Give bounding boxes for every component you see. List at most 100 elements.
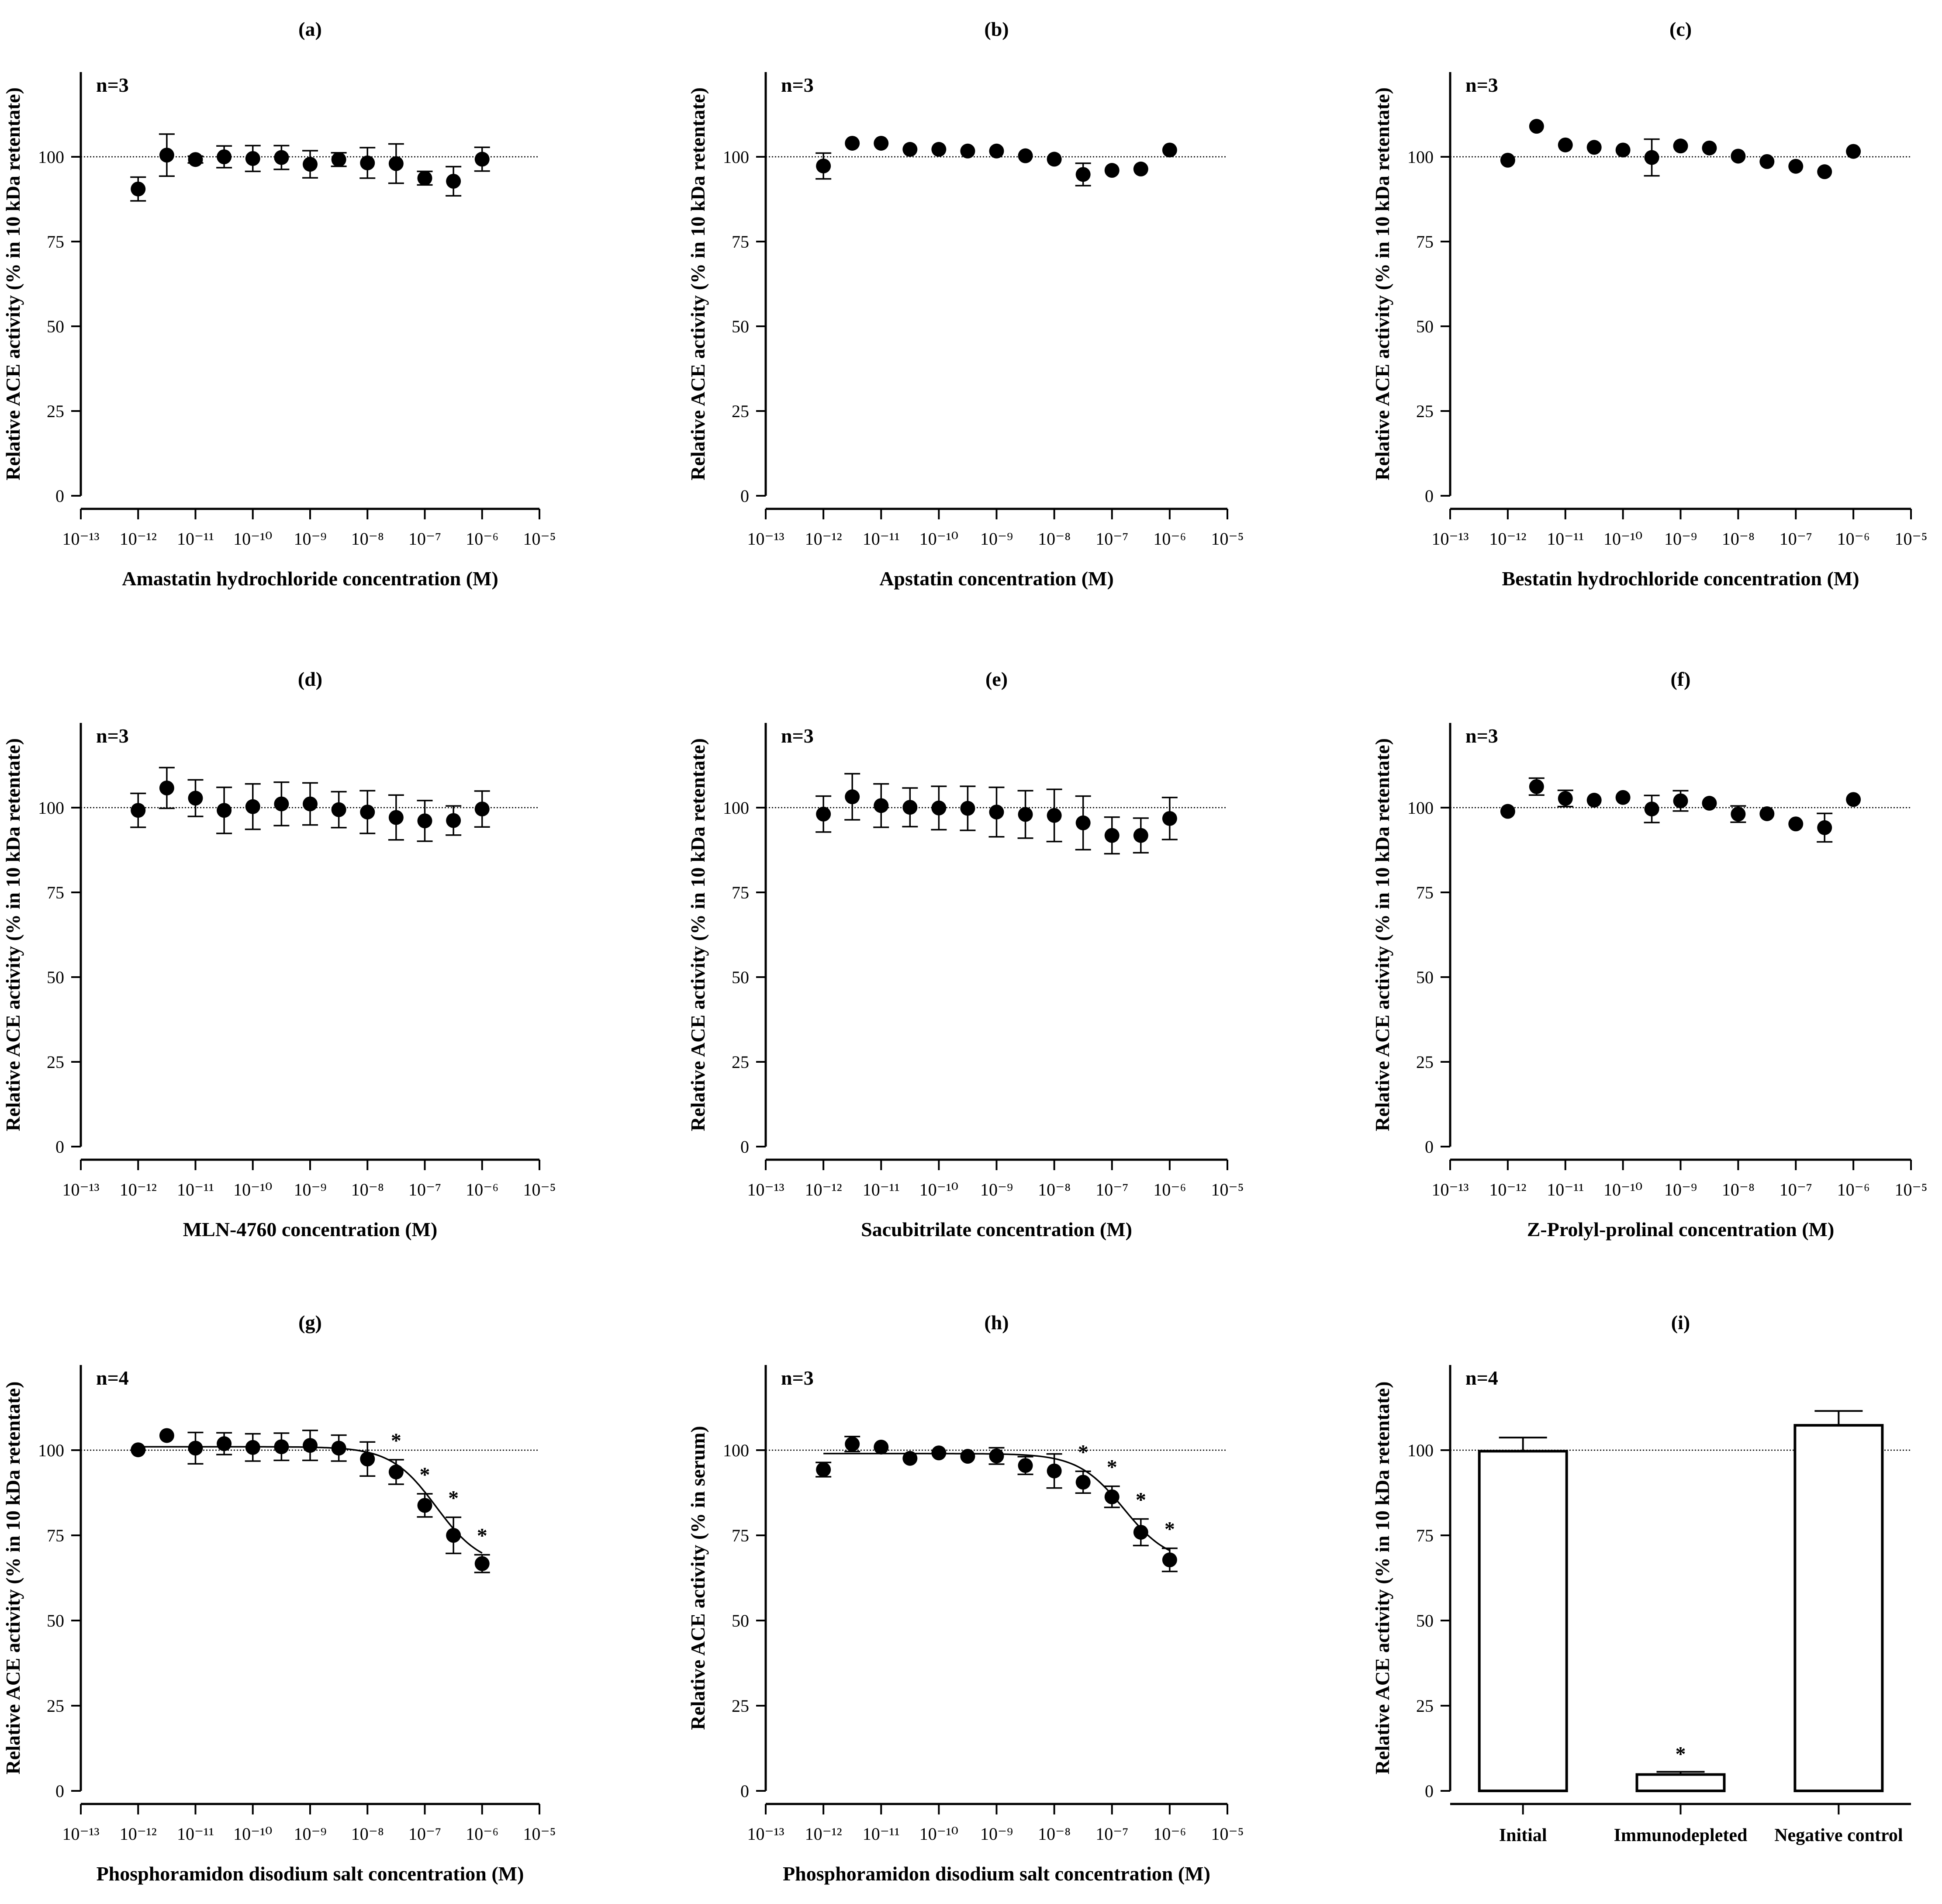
x-tick-label: 10⁻⁸ bbox=[351, 1824, 384, 1844]
y-tick-label: 75 bbox=[47, 883, 64, 902]
y-tick-label: 25 bbox=[732, 1696, 749, 1716]
n-label: n=3 bbox=[781, 725, 814, 747]
data-point bbox=[417, 170, 432, 186]
data-point bbox=[1104, 163, 1120, 178]
y-tick-label: 100 bbox=[723, 147, 749, 167]
data-point bbox=[131, 181, 146, 197]
x-tick-label: 10⁻¹⁰ bbox=[1603, 529, 1642, 549]
y-tick-label: 0 bbox=[55, 486, 64, 506]
x-axis-title: Phosphoramidon disodium salt concentrati… bbox=[783, 1863, 1210, 1885]
data-point bbox=[1846, 792, 1861, 807]
data-point bbox=[360, 805, 375, 820]
y-tick-label: 0 bbox=[55, 1781, 64, 1801]
x-axis-title: Apstatin concentration (M) bbox=[879, 567, 1114, 590]
y-tick-label: 25 bbox=[732, 1052, 749, 1072]
data-point bbox=[217, 803, 232, 818]
data-point bbox=[446, 813, 461, 828]
n-label: n=4 bbox=[96, 1367, 129, 1389]
data-point bbox=[474, 152, 490, 167]
data-point bbox=[331, 802, 346, 817]
y-tick-label: 25 bbox=[1416, 401, 1434, 421]
x-tick-label: 10⁻⁶ bbox=[1153, 1180, 1186, 1199]
x-tick-label: 10⁻⁹ bbox=[1664, 1180, 1697, 1199]
y-tick-label: 100 bbox=[38, 1441, 64, 1460]
data-point bbox=[446, 173, 461, 189]
data-point bbox=[303, 157, 318, 172]
x-tick-label: 10⁻⁶ bbox=[466, 1180, 498, 1199]
x-tick-label: 10⁻¹⁰ bbox=[919, 1824, 958, 1844]
data-point bbox=[1104, 1489, 1120, 1504]
data-point bbox=[245, 1440, 260, 1455]
data-point bbox=[1162, 811, 1177, 826]
x-tick-label: 10⁻⁸ bbox=[1722, 1180, 1755, 1199]
x-tick-label: 10⁻⁶ bbox=[1153, 529, 1186, 549]
data-point bbox=[188, 791, 203, 806]
x-tick-label: 10⁻¹² bbox=[805, 529, 842, 549]
x-tick-label: 10⁻¹³ bbox=[747, 529, 784, 549]
data-point bbox=[217, 1436, 232, 1451]
y-axis-title: Relative ACE activity (% in 10 kDa reten… bbox=[687, 738, 709, 1131]
data-point bbox=[845, 1436, 860, 1451]
x-tick-label: 10⁻¹⁰ bbox=[1603, 1180, 1642, 1199]
x-tick-label: 10⁻⁹ bbox=[980, 1180, 1013, 1199]
fit-curve bbox=[823, 1453, 1170, 1552]
data-point bbox=[1018, 148, 1033, 163]
data-point bbox=[874, 135, 889, 151]
data-point bbox=[303, 1438, 318, 1453]
panel-d: (d) n=3 0 25 50 75 100 Relative ACE activity (%… bbox=[2, 668, 556, 1241]
significance-star: * bbox=[448, 1487, 459, 1510]
panel-e: (e) n=3 0 25 50 75 100 Relative ACE activity (%… bbox=[687, 668, 1244, 1241]
data-point bbox=[360, 1451, 375, 1467]
y-tick-label: 100 bbox=[38, 147, 64, 167]
x-tick-label: 10⁻¹¹ bbox=[863, 1180, 900, 1199]
data-point bbox=[1731, 806, 1746, 822]
data-point bbox=[902, 800, 918, 815]
data-point bbox=[417, 813, 432, 829]
data-point bbox=[960, 801, 975, 816]
data-point bbox=[1104, 828, 1120, 843]
y-tick-label: 0 bbox=[1425, 1137, 1434, 1157]
data-point bbox=[188, 152, 203, 167]
panel-h: (h) n=3 0 25 50 75 100 Relative ACE activity (%… bbox=[687, 1311, 1244, 1885]
panel-b: (b) n=3 0 25 50 75 100 Relative ACE activity (%… bbox=[687, 18, 1244, 590]
bar bbox=[1635, 1773, 1726, 1793]
y-tick-label: 50 bbox=[47, 317, 64, 336]
data-point bbox=[1018, 1458, 1033, 1473]
data-point bbox=[845, 135, 860, 151]
y-tick-label: 75 bbox=[732, 883, 749, 902]
data-point bbox=[989, 143, 1004, 159]
category-label: Immunodepleted bbox=[1614, 1825, 1748, 1845]
data-point bbox=[1162, 142, 1177, 158]
data-point bbox=[1133, 1524, 1148, 1540]
data-point bbox=[1018, 807, 1033, 822]
panel-title: (f) bbox=[1671, 668, 1691, 690]
y-tick-label: 25 bbox=[47, 1696, 64, 1716]
panel-g: (g) n=4 0 25 50 75 100 Relative ACE activity (%… bbox=[2, 1311, 556, 1885]
significance-star: * bbox=[1165, 1518, 1175, 1541]
data-point bbox=[159, 1428, 174, 1443]
data-point bbox=[331, 1441, 346, 1456]
x-tick-label: 10⁻⁶ bbox=[1153, 1824, 1186, 1844]
data-point bbox=[1047, 808, 1062, 823]
data-point bbox=[188, 1441, 203, 1456]
n-label: n=3 bbox=[1465, 74, 1498, 96]
y-tick-label: 100 bbox=[723, 1441, 749, 1460]
y-tick-label: 50 bbox=[1416, 968, 1434, 987]
data-point bbox=[474, 802, 490, 817]
data-point bbox=[960, 1449, 975, 1464]
data-point bbox=[1702, 795, 1717, 811]
data-point bbox=[1500, 804, 1515, 819]
data-point bbox=[1673, 138, 1688, 154]
y-tick-label: 25 bbox=[732, 401, 749, 421]
data-point bbox=[1162, 1552, 1177, 1568]
y-tick-label: 100 bbox=[1407, 147, 1434, 167]
x-tick-label: 10⁻¹² bbox=[1489, 529, 1526, 549]
data-point bbox=[1558, 137, 1573, 152]
data-point bbox=[131, 803, 146, 818]
x-tick-label: 10⁻⁵ bbox=[1211, 1180, 1244, 1199]
y-tick-label: 0 bbox=[740, 486, 749, 506]
y-tick-label: 50 bbox=[732, 968, 749, 987]
significance-star: * bbox=[1136, 1489, 1146, 1512]
n-label: n=3 bbox=[781, 1367, 814, 1389]
